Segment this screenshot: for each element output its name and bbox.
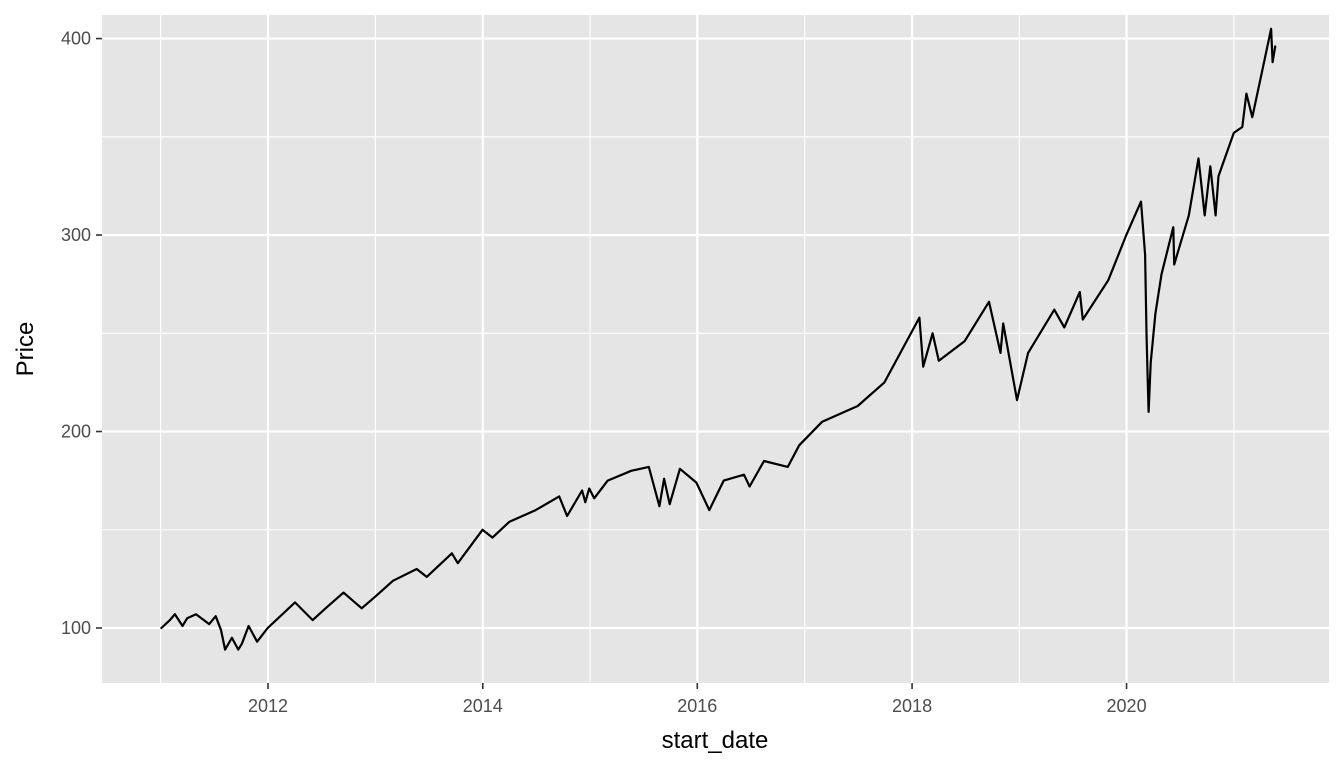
y-tick-label: 200: [61, 422, 91, 442]
x-tick-label: 2012: [248, 696, 288, 716]
x-axis-ticks: 2012 2014 2016 2018 2020: [248, 683, 1147, 716]
y-tick-label: 300: [61, 225, 91, 245]
plot-panel: [102, 15, 1329, 683]
y-tick-label: 400: [61, 29, 91, 49]
y-tick-label: 100: [61, 618, 91, 638]
y-axis-title: Price: [12, 322, 39, 377]
x-tick-label: 2020: [1107, 696, 1147, 716]
grid-lines: [102, 15, 1329, 683]
y-axis-ticks: 100 200 300 400: [61, 29, 102, 638]
price-series-line: [160, 27, 1277, 651]
x-axis-title: start_date: [662, 727, 769, 754]
x-tick-label: 2018: [892, 696, 932, 716]
x-tick-label: 2014: [463, 696, 503, 716]
x-tick-label: 2016: [677, 696, 717, 716]
series-layer: [160, 27, 1277, 651]
